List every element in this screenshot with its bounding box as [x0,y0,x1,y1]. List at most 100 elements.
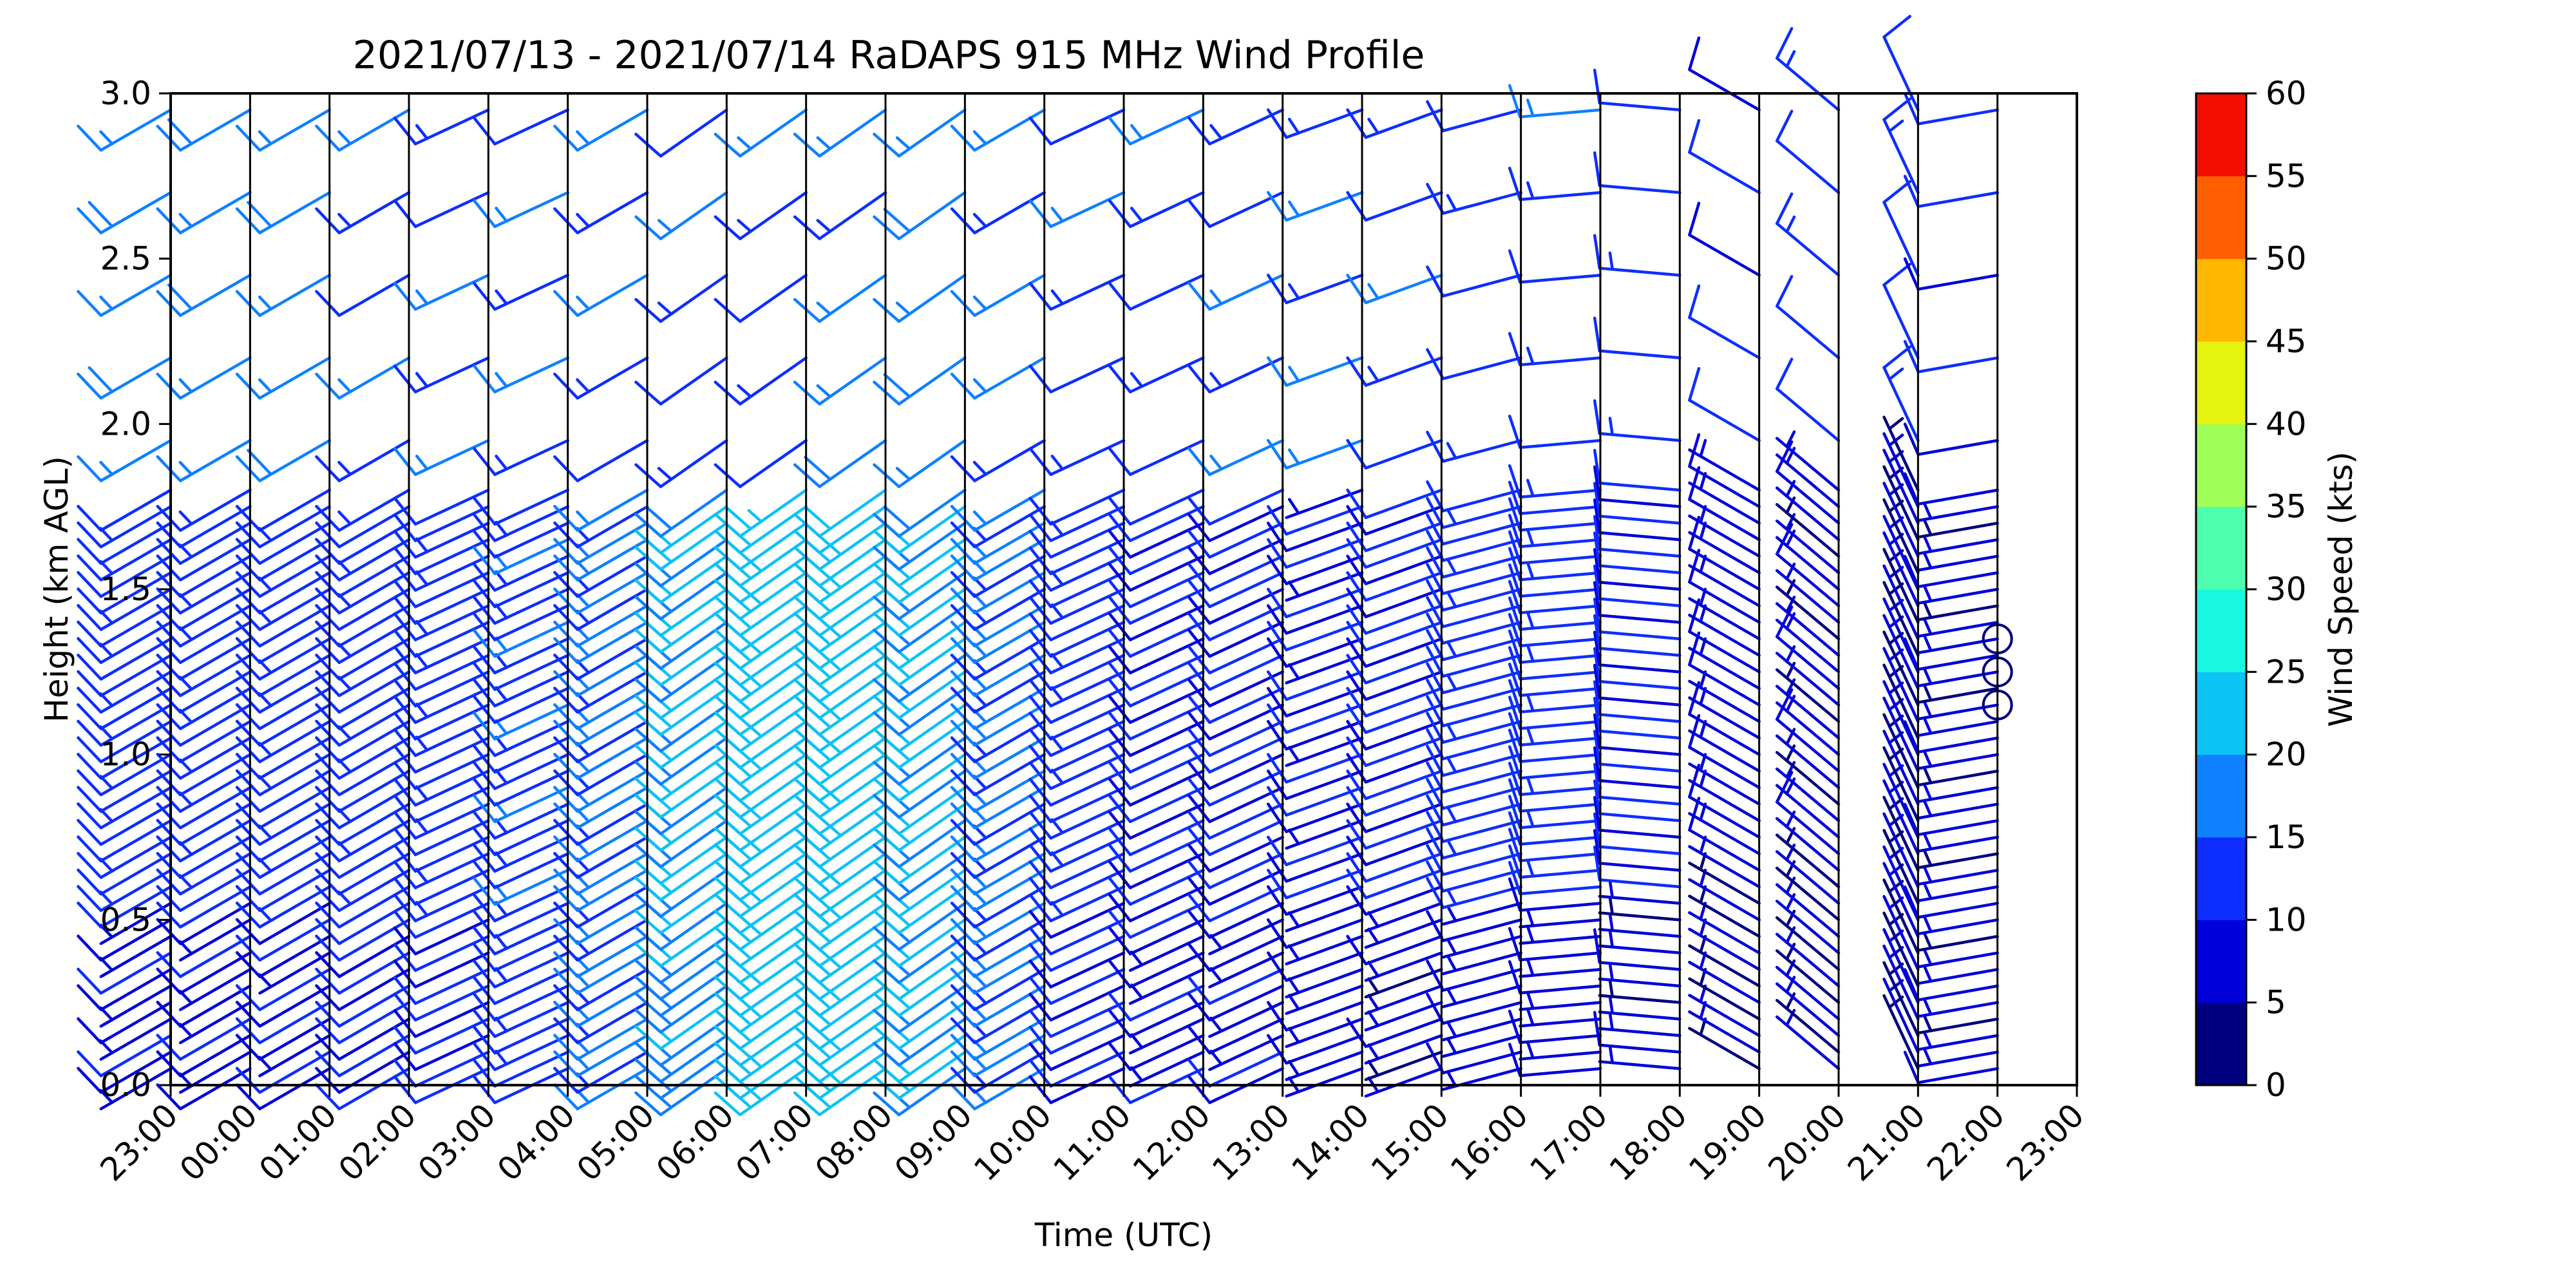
wind-barb [393,736,490,774]
wind-barb [315,1001,411,1045]
wind-barb [393,1018,490,1055]
x-tick-label: 06:00 [649,1096,741,1188]
wind-barb [1028,934,1126,972]
y-tick-label: 2.0 [100,405,151,442]
wind-barb [1593,151,1681,194]
wind-barb [156,703,252,747]
wind-barb [77,191,173,234]
wind-barb [393,637,490,675]
wind-barbs-layer [77,15,2013,1117]
wind-barb [156,274,252,317]
wind-barb [1688,515,1761,591]
wind-barb [873,356,967,406]
wind-barb [1108,703,1205,741]
wind-barb [1903,1050,1999,1084]
wind-barb [156,621,252,665]
wind-barb [1593,316,1681,359]
wind-barb [1775,192,1841,277]
wind-barb [1593,795,1681,839]
wind-barb [315,1034,411,1077]
wind-barb [393,621,490,658]
wind-barb [1108,736,1205,774]
wind-barb [1028,274,1126,311]
wind-barb [235,918,331,962]
wind-barb [156,1067,252,1111]
colorbar-block [2196,424,2246,507]
wind-barb [473,770,569,807]
wind-barb [1508,480,1602,515]
wind-barb [315,488,411,532]
wind-barb [1285,1050,1364,1081]
wind-barb [1108,654,1205,691]
x-tick-label: 17:00 [1523,1096,1615,1188]
wind-barb [1108,621,1205,658]
wind-barb [393,770,490,807]
wind-barb [1508,811,1602,846]
wind-barb [1917,518,1999,539]
wind-barb [235,654,331,697]
wind-barb [1108,505,1205,542]
wind-barb [156,869,252,913]
wind-barb [1364,902,1443,933]
wind-barb [77,439,173,482]
wind-barb [1917,766,1999,787]
wind-barb [473,274,569,311]
wind-barb [156,439,252,482]
wind-barb [1519,991,1602,1011]
wind-barb [1775,605,1841,690]
wind-barb [1593,845,1681,889]
wind-barb [1108,1001,1205,1038]
wind-barb [235,703,331,747]
wind-barb [1508,696,1602,730]
wind-barb [1598,962,1681,988]
wind-barb [315,604,411,648]
wind-barb [1108,670,1205,708]
x-tick-label: 01:00 [252,1096,344,1188]
wind-barb [1108,522,1205,559]
wind-barb [1508,960,1602,995]
wind-barb [473,1034,569,1072]
wind-barb [393,819,490,857]
wind-barb [393,703,490,741]
wind-barb [1441,984,1522,1009]
colorbar-block [2196,589,2246,672]
wind-barb [1028,984,1126,1022]
wind-barb [714,356,808,406]
wind-barb [1108,819,1205,857]
wind-barb [1188,654,1284,691]
wind-barb [1028,1034,1126,1072]
wind-barb [1593,564,1681,607]
wind-barb [1028,968,1126,1005]
wind-barb [473,687,569,724]
colorbar-tick-label: 50 [2266,240,2307,278]
y-tick-label: 0.0 [100,1066,151,1104]
wind-barb [77,621,173,665]
wind-barb [156,1034,252,1077]
wind-barb [315,356,411,400]
wind-barb [1028,604,1126,641]
wind-barb [1688,714,1761,790]
wind-barb [1028,1018,1126,1055]
x-tick-label: 03:00 [411,1096,503,1188]
wind-barb [315,439,411,482]
wind-barb [473,554,569,592]
wind-barb [473,934,569,972]
wind-barb [156,802,252,846]
wind-barb [1903,885,1999,919]
wind-barb [315,191,411,234]
wind-barb [1598,879,1681,905]
wind-barb [235,604,331,648]
wind-barb [1028,918,1126,956]
wind-barb [156,951,252,995]
wind-barb [1108,587,1205,625]
x-tick-label: 21:00 [1841,1096,1933,1188]
wind-barb [393,802,490,840]
wind-barb [553,191,649,234]
wind-barb [1028,852,1126,889]
wind-barb [1028,488,1126,526]
wind-barb [1028,736,1126,774]
wind-barb [1508,844,1602,879]
wind-barb [1775,430,1841,492]
wind-barb [1903,257,1999,291]
